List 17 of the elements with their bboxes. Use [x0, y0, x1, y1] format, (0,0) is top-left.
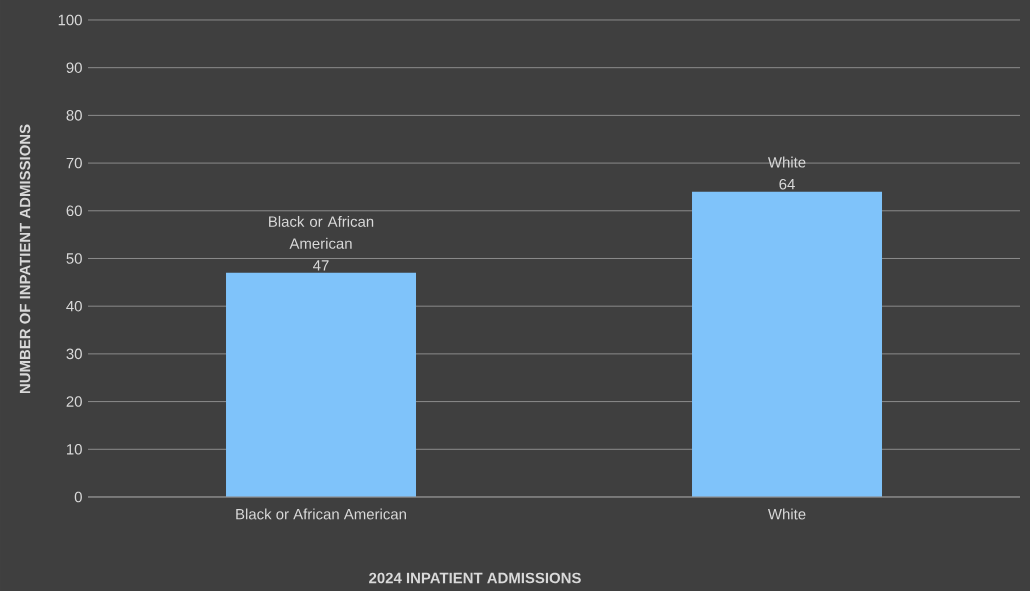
y-axis-title: NUMBER OF INPATIENT ADMISSIONS: [19, 124, 31, 394]
x-axis-title: 2024 INPATIENT ADMISSIONS: [369, 572, 581, 584]
data-label: 47: [313, 260, 329, 271]
y-tick-label: 70: [66, 157, 82, 169]
y-tick-label: 40: [66, 300, 82, 312]
y-tick-label: 20: [66, 396, 82, 407]
y-tick-label: 100: [58, 14, 82, 26]
y-tick-label: 30: [66, 348, 82, 360]
category-label: White: [767, 156, 806, 168]
category-label: Black or African American: [269, 215, 374, 249]
y-tick-label: 50: [66, 253, 82, 264]
y-tick-label: 0: [74, 491, 82, 503]
y-tick-label: 80: [66, 110, 82, 121]
y-tick-label: 90: [66, 62, 82, 73]
y-tick-label: 10: [67, 443, 82, 455]
data-label: 64: [779, 178, 795, 190]
y-tick-label: 60: [66, 205, 82, 217]
